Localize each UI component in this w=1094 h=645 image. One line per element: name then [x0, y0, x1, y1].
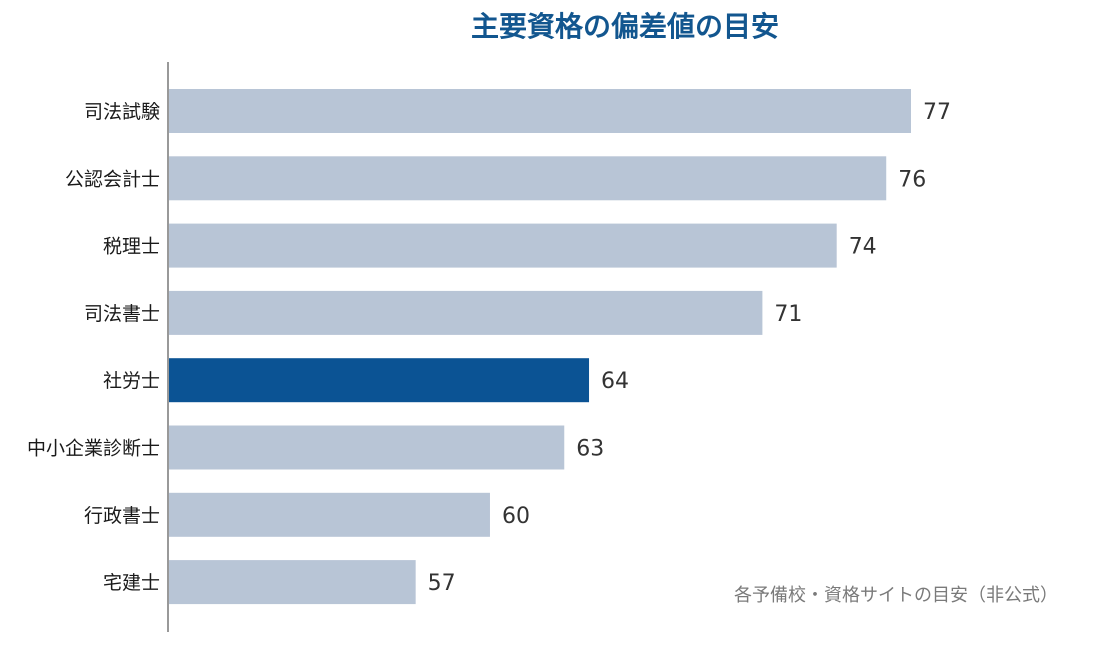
category-label-1: 司法試験 [84, 101, 160, 123]
value-labels-group: 77 76 74 71 64 63 60 57 [428, 100, 951, 596]
bar-2 [169, 156, 887, 201]
value-label-6: 63 [576, 437, 604, 462]
value-label-5: 64 [601, 369, 629, 394]
bars-group [169, 89, 911, 605]
value-label-1: 77 [923, 100, 951, 125]
value-label-3: 74 [849, 235, 877, 260]
bar-5 [169, 358, 590, 403]
category-label-8: 宅建士 [103, 572, 160, 594]
source-annotation: 各予備校・資格サイトの目安（非公式） [734, 585, 1058, 606]
bar-6 [169, 425, 565, 470]
category-label-4: 司法書士 [84, 303, 160, 325]
chart-title: 主要資格の偏差値の目安 [471, 10, 779, 43]
bar-7 [169, 492, 490, 537]
value-label-7: 60 [502, 504, 530, 529]
bar-3 [169, 223, 837, 268]
value-label-8: 57 [428, 571, 456, 596]
bar-4 [169, 290, 763, 335]
bar-1 [169, 89, 911, 133]
bar-8 [169, 560, 416, 605]
value-label-4: 71 [774, 302, 802, 327]
value-label-2: 76 [898, 167, 926, 192]
category-label-6: 中小企業診断士 [27, 438, 160, 460]
category-label-7: 行政書士 [84, 505, 160, 527]
category-label-2: 公認会計士 [65, 168, 160, 190]
category-label-5: 社労士 [103, 370, 160, 392]
category-label-3: 税理士 [103, 236, 160, 258]
